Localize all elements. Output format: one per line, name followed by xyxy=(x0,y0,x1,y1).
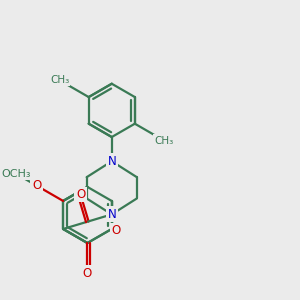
Text: CH₃: CH₃ xyxy=(154,136,174,146)
Text: N: N xyxy=(107,208,116,221)
Text: N: N xyxy=(107,155,116,168)
Text: CH₃: CH₃ xyxy=(50,75,69,85)
Text: O: O xyxy=(112,224,121,237)
Text: O: O xyxy=(32,179,41,192)
Text: O: O xyxy=(76,188,85,201)
Text: O: O xyxy=(83,267,92,280)
Text: OCH₃: OCH₃ xyxy=(2,169,31,179)
